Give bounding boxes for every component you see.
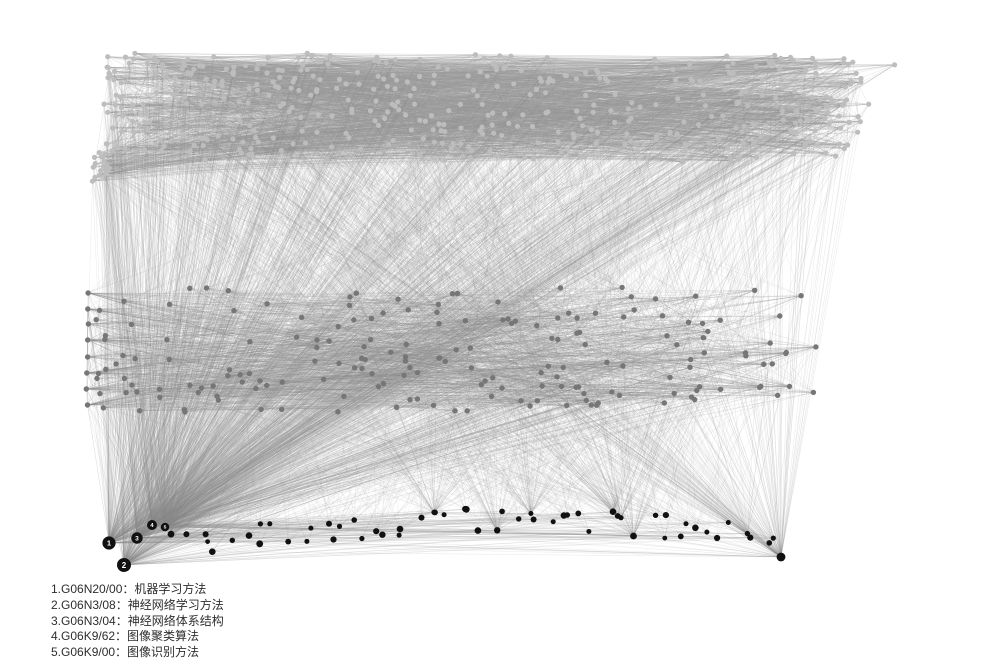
- svg-text:5: 5: [164, 525, 167, 531]
- svg-text:3: 3: [135, 535, 139, 542]
- svg-text:2: 2: [122, 561, 127, 570]
